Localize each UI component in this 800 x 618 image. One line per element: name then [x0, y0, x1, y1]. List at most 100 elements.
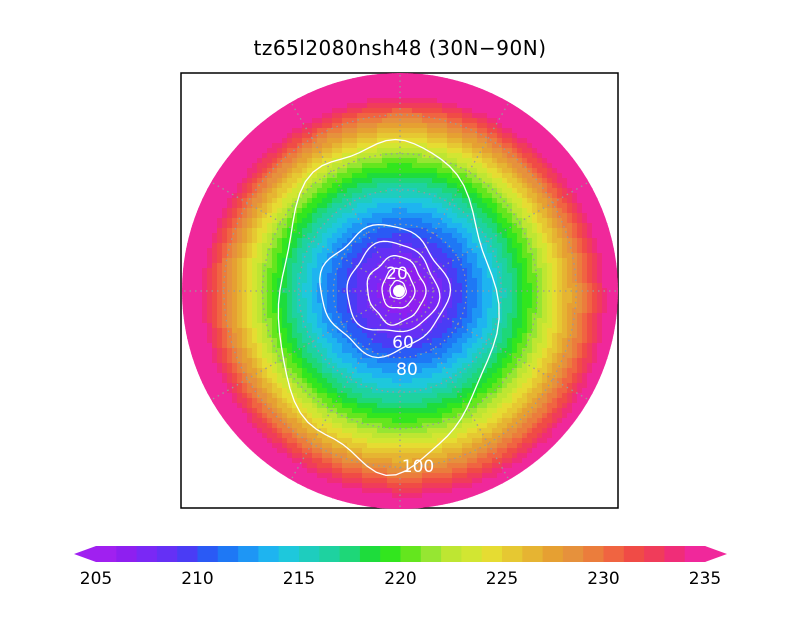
field-cell — [217, 263, 223, 269]
field-cell — [527, 108, 533, 114]
field-cell — [572, 253, 578, 259]
field-cell — [192, 258, 198, 264]
field-cell — [257, 198, 263, 204]
field-cell — [587, 213, 593, 219]
field-cell — [392, 138, 398, 144]
field-cell — [277, 143, 283, 149]
field-cell — [582, 328, 588, 334]
field-cell — [242, 263, 248, 269]
field-cell — [502, 123, 508, 129]
field-cell — [507, 303, 513, 309]
field-cell — [612, 313, 618, 319]
field-cell — [387, 238, 393, 244]
field-cell — [347, 313, 353, 319]
field-cell — [527, 318, 533, 324]
field-cell — [392, 348, 398, 354]
field-cell — [307, 393, 313, 399]
field-cell — [612, 263, 618, 269]
field-cell — [387, 313, 393, 319]
field-cell — [487, 258, 493, 264]
field-cell — [332, 263, 338, 269]
field-cell — [507, 358, 513, 364]
field-cell — [272, 318, 278, 324]
field-cell — [352, 243, 358, 249]
field-cell — [432, 248, 438, 254]
field-cell — [417, 378, 423, 384]
field-cell — [432, 328, 438, 334]
field-cell — [472, 178, 478, 184]
field-cell — [427, 388, 433, 394]
field-cell — [282, 318, 288, 324]
field-cell — [577, 363, 583, 369]
field-cell — [447, 218, 453, 224]
field-cell — [227, 183, 233, 189]
field-cell — [212, 273, 218, 279]
field-cell — [587, 303, 593, 309]
field-cell — [332, 203, 338, 209]
field-cell — [417, 323, 423, 329]
field-cell — [387, 153, 393, 159]
field-cell — [582, 208, 588, 214]
field-cell — [282, 203, 288, 209]
field-cell — [382, 153, 388, 159]
field-cell — [322, 278, 328, 284]
field-cell — [292, 108, 298, 114]
field-cell — [577, 283, 583, 289]
field-cell — [377, 333, 383, 339]
field-cell — [192, 348, 198, 354]
field-cell — [562, 223, 568, 229]
field-cell — [417, 223, 423, 229]
field-cell — [297, 113, 303, 119]
field-cell — [232, 173, 238, 179]
field-cell — [512, 238, 518, 244]
field-cell — [527, 393, 533, 399]
field-cell — [317, 388, 323, 394]
field-cell — [322, 83, 328, 89]
field-cell — [417, 103, 423, 109]
field-cell — [322, 268, 328, 274]
field-cell — [297, 373, 303, 379]
field-cell — [202, 243, 208, 249]
field-cell — [282, 358, 288, 364]
field-cell — [392, 203, 398, 209]
field-cell — [422, 173, 428, 179]
field-cell — [242, 293, 248, 299]
field-cell — [242, 233, 248, 239]
field-cell — [452, 78, 458, 84]
field-cell — [417, 188, 423, 194]
field-cell — [442, 388, 448, 394]
field-cell — [442, 293, 448, 299]
field-cell — [357, 308, 363, 314]
field-cell — [412, 153, 418, 159]
field-cell — [552, 228, 558, 234]
field-cell — [442, 183, 448, 189]
field-cell — [472, 93, 478, 99]
field-cell — [562, 233, 568, 239]
field-cell — [417, 73, 423, 79]
field-cell — [242, 348, 248, 354]
field-cell — [392, 378, 398, 384]
field-cell — [307, 178, 313, 184]
field-cell — [297, 163, 303, 169]
field-cell — [212, 398, 218, 404]
field-cell — [437, 163, 443, 169]
field-cell — [472, 203, 478, 209]
field-cell — [212, 368, 218, 374]
field-cell — [282, 383, 288, 389]
field-cell — [537, 323, 543, 329]
field-cell — [497, 318, 503, 324]
field-cell — [452, 328, 458, 334]
field-cell — [532, 278, 538, 284]
field-cell — [312, 288, 318, 294]
field-cell — [477, 318, 483, 324]
field-cell — [197, 368, 203, 374]
field-cell — [537, 253, 543, 259]
field-cell — [247, 273, 253, 279]
field-cell — [477, 273, 483, 279]
field-cell — [467, 378, 473, 384]
field-cell — [377, 88, 383, 94]
field-cell — [537, 368, 543, 374]
field-cell — [277, 378, 283, 384]
field-cell — [577, 298, 583, 304]
field-cell — [297, 143, 303, 149]
